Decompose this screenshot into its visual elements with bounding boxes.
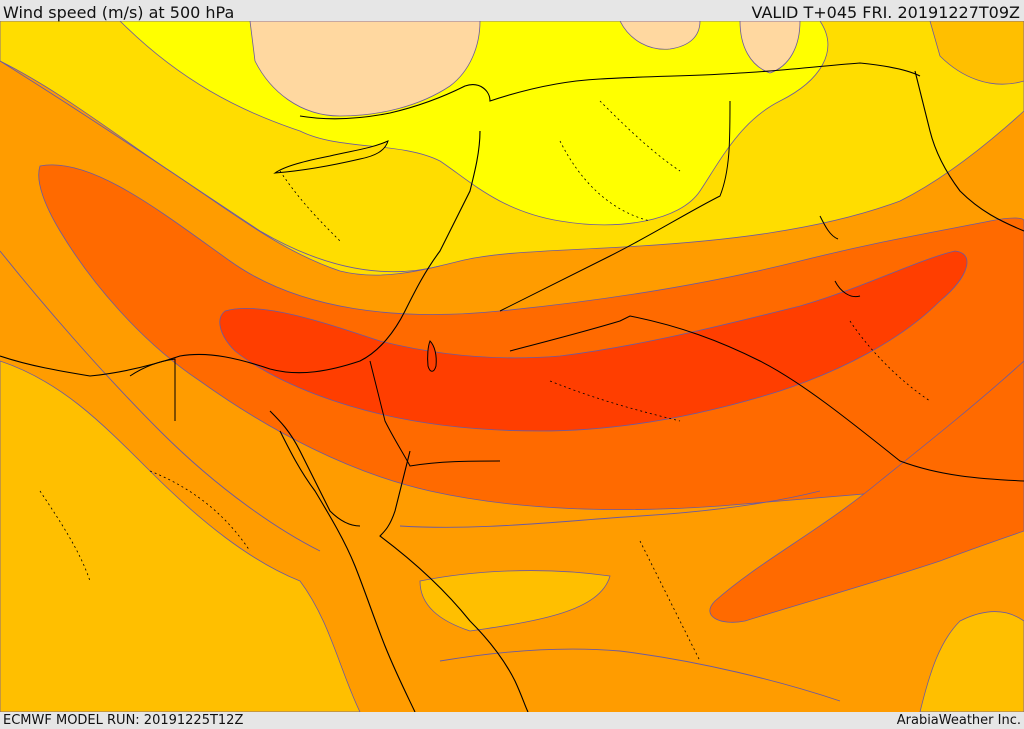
- border-jordan-saudi: [509, 315, 1024, 482]
- contour-southwest: [0, 250, 321, 552]
- band-west-low: [0, 360, 361, 712]
- band-south-low: [419, 570, 611, 632]
- border-dotted-inner-3: [639, 320, 931, 662]
- coastline-east-islands: [819, 215, 861, 298]
- coastline-gulf-suez: [269, 410, 361, 527]
- contour-north: [0, 60, 441, 273]
- map-title: Wind speed (m/s) at 500 hPa: [3, 3, 235, 22]
- valid-time-label: VALID T+045 FRI. 20191227T09Z: [751, 3, 1020, 22]
- coastline-turkey: [299, 62, 921, 120]
- credit-label: ArabiaWeather Inc.: [896, 713, 1021, 728]
- border-saudi-north: [499, 100, 731, 312]
- coastline-red-sea-west: [279, 430, 416, 712]
- border-egypt-sudan: [369, 360, 501, 467]
- coastline-mediterranean-south: [0, 130, 481, 377]
- band-north-lowest-east: [619, 21, 701, 50]
- border-dotted-inner-2: [149, 380, 681, 552]
- band-north-lowest: [249, 21, 481, 117]
- wind-speed-map: [0, 21, 1024, 712]
- band-jet-southeast: [709, 360, 1024, 623]
- coastline-persian-gulf: [914, 70, 1024, 232]
- band-southeast-low: [919, 611, 1024, 712]
- coastline-cyprus: [273, 140, 389, 174]
- coastline-dead-sea: [427, 340, 437, 372]
- border-egypt-libya: [129, 358, 176, 421]
- border-dotted-inner-4: [39, 170, 341, 582]
- model-run-label: ECMWF MODEL RUN: 20191225T12Z: [3, 713, 244, 728]
- contour-southeast: [439, 648, 841, 702]
- contour-south: [399, 490, 821, 528]
- border-dotted-inner-1: [559, 100, 681, 222]
- band-northeast-lowest: [739, 21, 801, 74]
- band-jet-core: [219, 250, 968, 432]
- coastline-red-sea-east: [379, 450, 529, 712]
